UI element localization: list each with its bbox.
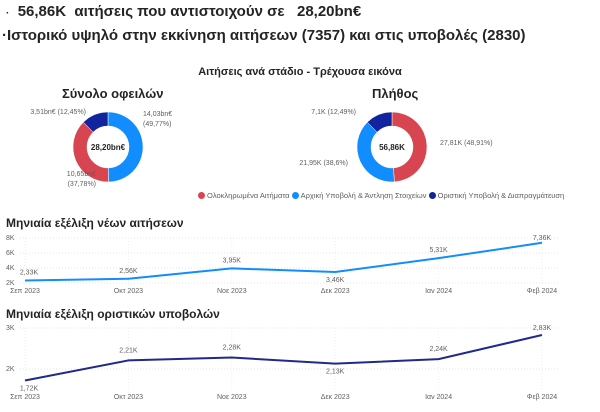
x-tick-label: Οκτ 2023 <box>114 288 143 295</box>
data-label: 2,24K <box>429 346 448 353</box>
x-tick-label: Οκτ 2023 <box>114 394 143 401</box>
x-tick-label: Ιαν 2024 <box>425 288 452 295</box>
slice-label: 7,1K (12,49%) <box>311 109 356 116</box>
donut-slice <box>366 111 393 133</box>
data-label: 2,56K <box>119 268 138 275</box>
data-label: 2,21K <box>119 347 138 354</box>
x-tick-label: Φεβ 2024 <box>527 394 557 401</box>
y-tick-label: 6K <box>6 250 15 257</box>
y-tick-label: 3K <box>6 325 15 332</box>
amount-value: 28,20bn€ <box>296 3 362 20</box>
slice-label: 27,81K (48,91%) <box>440 140 493 147</box>
x-tick-label: Σεπ 2023 <box>10 288 40 295</box>
count-value: 56,86K <box>17 3 67 20</box>
data-label: 2,28K <box>223 345 242 352</box>
bullet: · <box>6 8 10 19</box>
x-tick-label: Σεπ 2023 <box>10 394 40 401</box>
donut-slice <box>107 111 144 183</box>
data-label: 5,31K <box>429 247 448 254</box>
donut-slice <box>356 121 395 183</box>
x-tick-label: Φεβ 2024 <box>527 288 557 295</box>
x-tick-label: Δεκ 2023 <box>321 288 350 295</box>
legend-item-completed[interactable]: Ολοκληρωμένα Αιτήματα <box>198 191 290 200</box>
legend-dot-icon <box>428 192 436 199</box>
x-tick-label: Ιαν 2024 <box>425 394 452 401</box>
donut-title-debts: Σύνολο οφειλών <box>62 86 164 101</box>
legend-label: Οριστική Υποβολή & Διαπραγμάτευση <box>437 191 565 200</box>
slice-label-percent: (49,77%) <box>143 121 171 128</box>
donut-slice <box>391 111 428 183</box>
legend-dot-icon <box>291 192 299 199</box>
x-tick-label: Νοε 2023 <box>217 288 247 295</box>
legend-label: Ολοκληρωμένα Αιτήματα <box>207 191 290 200</box>
x-tick-label: Δεκ 2023 <box>321 394 350 401</box>
headline-count: · 56,86K αιτήσεις που αντιστοιχούν σε 28… <box>6 3 361 20</box>
record-text: Ιστορικό υψηλό στην εκκίνηση αιτήσεων (7… <box>7 27 526 44</box>
donut-slice <box>82 111 109 133</box>
data-label: 2,83K <box>533 325 552 332</box>
slice-label: 14,03bn€ <box>143 111 172 118</box>
donut-center-value: 56,86K <box>379 143 405 152</box>
bullet: · <box>2 27 7 44</box>
section-title: Αιτήσεις ανά στάδιο - Τρέχουσα εικόνα <box>198 66 402 78</box>
legend-item-initial[interactable]: Αρχική Υποβολή & Άντληση Στοιχείων <box>291 191 427 200</box>
y-tick-label: 2K <box>6 280 15 287</box>
data-label: 1,72K <box>20 385 39 392</box>
count-text: αιτήσεις που αντιστοιχούν σε <box>74 3 285 20</box>
y-tick-label: 8K <box>6 235 15 242</box>
slice-label: 3,51bn€ (12,45%) <box>30 109 86 116</box>
x-tick-label: Νοε 2023 <box>217 394 247 401</box>
line-title-final: Μηνιαία εξέλιξη οριστικών υποβολών <box>6 307 220 321</box>
y-tick-label: 2K <box>6 366 15 373</box>
data-label: 7,36K <box>533 235 552 242</box>
slice-label: 10,65bn€ <box>67 171 96 178</box>
line-title-new: Μηνιαία εξέλιξη νέων αιτήσεων <box>6 216 184 230</box>
legend-label: Αρχική Υποβολή & Άντληση Στοιχείων <box>300 191 427 200</box>
data-label: 2,33K <box>20 270 39 277</box>
headline-record: ·Ιστορικό υψηλό στην εκκίνηση αιτήσεων (… <box>2 27 526 44</box>
data-label: 3,95K <box>223 257 242 264</box>
slice-label: 21,95K (38,6%) <box>299 160 348 167</box>
y-tick-label: 4K <box>6 265 15 272</box>
series-line <box>24 333 543 382</box>
donut-title-count: Πλήθος <box>372 86 419 101</box>
legend-item-final[interactable]: Οριστική Υποβολή & Διαπραγμάτευση <box>428 191 565 200</box>
slice-label-percent: (37,78%) <box>68 181 96 188</box>
donut-center-value: 28,20bn€ <box>91 143 126 152</box>
data-label: 3,46K <box>326 277 345 284</box>
data-label: 2,13K <box>326 369 345 376</box>
series-line <box>24 241 543 282</box>
legend-dot-icon <box>198 192 205 199</box>
legend: Ολοκληρωμένα Αιτήματα Αρχική Υποβολή & Ά… <box>198 191 564 200</box>
